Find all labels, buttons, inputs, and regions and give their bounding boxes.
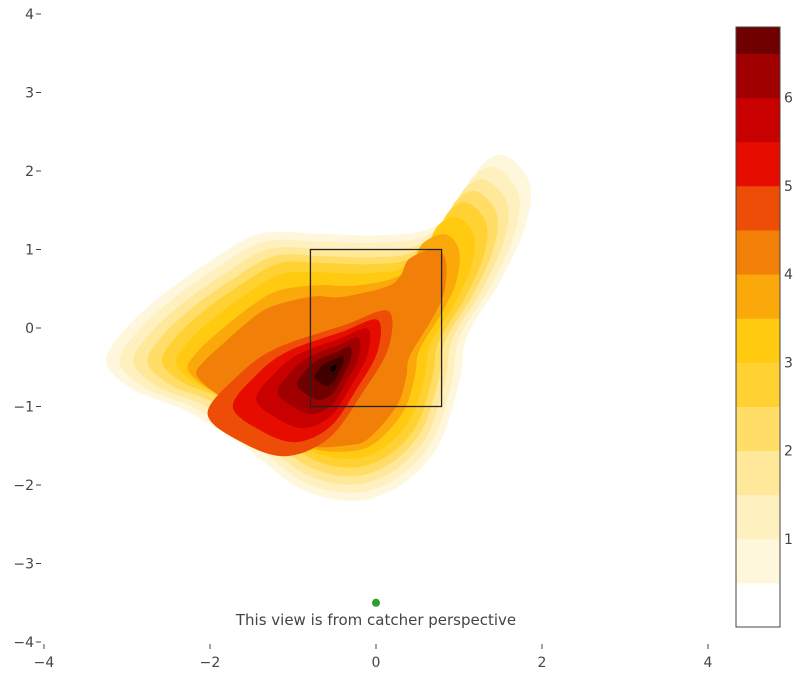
density-contours — [106, 154, 532, 501]
density-band-15 — [329, 364, 337, 372]
colorbar-band-6 — [736, 318, 780, 363]
x-tick-label: −4 — [34, 655, 55, 671]
colorbar-tick-label: 3 — [784, 355, 793, 371]
colorbar-band-13 — [736, 27, 780, 54]
colorbar-tick-label: 1 — [784, 532, 793, 548]
colorbar-tick-label: 4 — [784, 267, 793, 283]
y-axis: −4 −3 −2 −1 0 1 2 3 4 — [13, 7, 41, 651]
colorbar: 1 2 3 4 5 6 — [735, 26, 793, 628]
home-plate-marker — [372, 598, 380, 607]
y-tick-label: 3 — [25, 86, 34, 102]
x-tick-label: −2 — [200, 655, 221, 671]
y-tick-label: 4 — [25, 7, 34, 23]
y-tick-label: −4 — [13, 635, 34, 651]
colorbar-tick-label: 5 — [784, 179, 793, 195]
colorbar-band-12 — [736, 53, 780, 99]
y-tick-label: 2 — [25, 164, 34, 180]
colorbar-band-10 — [736, 141, 780, 187]
colorbar-band-2 — [736, 494, 780, 540]
density-band-14 — [314, 355, 344, 386]
colorbar-band-4 — [736, 406, 780, 452]
x-tick-label: 2 — [538, 655, 547, 671]
colorbar-band-5 — [736, 362, 780, 407]
colorbar-band-11 — [736, 97, 780, 143]
y-tick-label: 0 — [25, 321, 34, 337]
strike-zone-box — [309, 248, 443, 408]
y-tick-label: 1 — [25, 243, 34, 259]
y-tick-label: −3 — [13, 557, 34, 573]
perspective-annotation: This view is from catcher perspective — [235, 611, 516, 629]
colorbar-outline — [735, 26, 781, 628]
colorbar-tick-label: 6 — [784, 91, 793, 107]
colorbar-band-7 — [736, 274, 780, 319]
colorbar-band-0 — [736, 582, 780, 628]
y-tick-label: −2 — [13, 478, 34, 494]
x-axis: −4 −2 0 2 4 — [34, 644, 713, 671]
colorbar-band-1 — [736, 538, 780, 584]
colorbar-band-9 — [736, 185, 780, 231]
y-tick-label: −1 — [13, 400, 34, 416]
colorbar-band-3 — [736, 450, 780, 496]
colorbar-tick-label: 2 — [784, 444, 793, 460]
colorbar-band-8 — [736, 229, 780, 275]
x-tick-label: 4 — [704, 655, 713, 671]
x-tick-label: 0 — [372, 655, 381, 671]
